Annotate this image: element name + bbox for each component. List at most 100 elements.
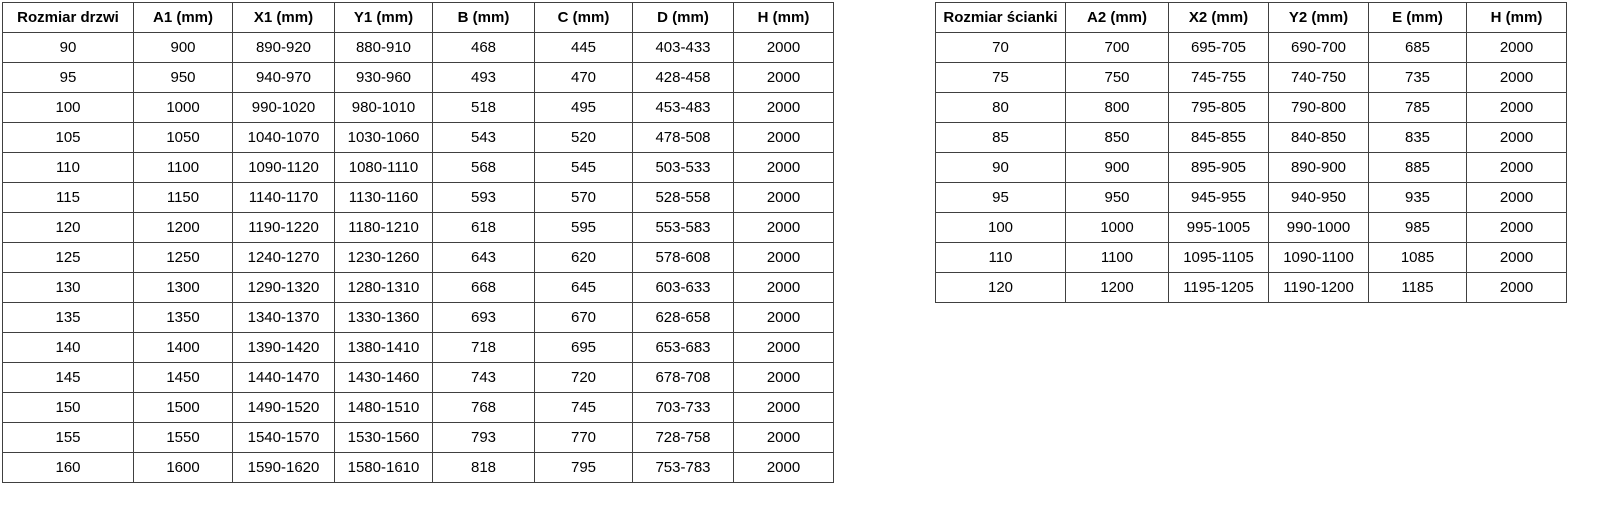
table-cell: 1250: [133, 242, 233, 273]
table-cell: 678-708: [632, 362, 734, 393]
table-cell: 120: [2, 212, 134, 243]
table-cell: 105: [2, 122, 134, 153]
table-cell: 1090-1100: [1268, 242, 1369, 273]
table-row: 85 850 845-855 840-850 835 2000: [935, 122, 1567, 153]
table-cell: 890-900: [1268, 152, 1369, 183]
table-cell: 690-700: [1268, 32, 1369, 63]
table-cell: 950: [1065, 182, 1169, 213]
table-cell: 850: [1065, 122, 1169, 153]
table-cell: 428-458: [632, 62, 734, 93]
table-cell: 628-658: [632, 302, 734, 333]
table-cell: 1180-1210: [334, 212, 433, 243]
table-cell: 790-800: [1268, 92, 1369, 123]
table-cell: 1580-1610: [334, 452, 433, 483]
table-row: 160 1600 1590-1620 1580-1610 818 795 753-783 20…: [2, 452, 834, 483]
table-cell: 668: [432, 272, 535, 303]
table-cell: 645: [534, 272, 633, 303]
table-cell: 1080-1110: [334, 152, 433, 183]
table-cell: 743: [432, 362, 535, 393]
table-cell: 570: [534, 182, 633, 213]
table-cell: 1050: [133, 122, 233, 153]
table-cell: 445: [534, 32, 633, 63]
table-cell: 1330-1360: [334, 302, 433, 333]
table-cell: 1430-1460: [334, 362, 433, 393]
table-cell: 2000: [733, 92, 834, 123]
table-cell: 1600: [133, 452, 233, 483]
table-cell: 945-955: [1168, 182, 1269, 213]
table-cell: 1000: [133, 92, 233, 123]
table-cell: 1200: [133, 212, 233, 243]
table-cell: 795-805: [1168, 92, 1269, 123]
table-cell: 553-583: [632, 212, 734, 243]
table-cell: 880-910: [334, 32, 433, 63]
table-row: 70 700 695-705 690-700 685 2000: [935, 32, 1567, 63]
wall-panel-size-table: Rozmiar ścianki A2 (mm) X2 (mm) Y2 (mm) E (m…: [935, 2, 1567, 303]
table-cell: 720: [534, 362, 633, 393]
table-cell: 2000: [733, 212, 834, 243]
table-cell: 750: [1065, 62, 1169, 93]
table-cell: 1195-1205: [1168, 272, 1269, 303]
table-cell: 453-483: [632, 92, 734, 123]
table-cell: 753-783: [632, 452, 734, 483]
column-header: E (mm): [1368, 2, 1467, 33]
header-row: Rozmiar drzwi A1 (mm) X1 (mm) Y1 (mm) B (mm)…: [2, 2, 834, 33]
table-cell: 503-533: [632, 152, 734, 183]
table-cell: 895-905: [1168, 152, 1269, 183]
table-cell: 840-850: [1268, 122, 1369, 153]
table-cell: 85: [935, 122, 1066, 153]
table-cell: 1590-1620: [232, 452, 335, 483]
table-cell: 520: [534, 122, 633, 153]
table-cell: 990-1000: [1268, 212, 1369, 243]
table-cell: 1140-1170: [232, 182, 335, 213]
table-cell: 95: [2, 62, 134, 93]
table-cell: 1190-1220: [232, 212, 335, 243]
table-cell: 1290-1320: [232, 272, 335, 303]
table-cell: 745-755: [1168, 62, 1269, 93]
table-cell: 2000: [733, 32, 834, 63]
table-cell: 2000: [733, 452, 834, 483]
table-cell: 890-920: [232, 32, 335, 63]
table-cell: 495: [534, 92, 633, 123]
table-row: 80 800 795-805 790-800 785 2000: [935, 92, 1567, 123]
table-cell: 70: [935, 32, 1066, 63]
column-header: Y2 (mm): [1268, 2, 1369, 33]
table-cell: 2000: [733, 122, 834, 153]
table-row: 120 1200 1190-1220 1180-1210 618 595 553-583 20…: [2, 212, 834, 243]
table-cell: 468: [432, 32, 535, 63]
table-row: 140 1400 1390-1420 1380-1410 718 695 653-683 20…: [2, 332, 834, 363]
table-row: 95 950 940-970 930-960 493 470 428-458 2000: [2, 62, 834, 93]
table-cell: 2000: [1466, 242, 1567, 273]
table-cell: 985: [1368, 212, 1467, 243]
table-cell: 818: [432, 452, 535, 483]
table-cell: 1030-1060: [334, 122, 433, 153]
table-cell: 940-950: [1268, 182, 1369, 213]
table-cell: 1090-1120: [232, 152, 335, 183]
table-cell: 685: [1368, 32, 1467, 63]
table-cell: 95: [935, 182, 1066, 213]
table-cell: 578-608: [632, 242, 734, 273]
table-cell: 1300: [133, 272, 233, 303]
table-cell: 1500: [133, 392, 233, 423]
table-cell: 1095-1105: [1168, 242, 1269, 273]
table-cell: 568: [432, 152, 535, 183]
table-cell: 2000: [733, 422, 834, 453]
table-cell: 1040-1070: [232, 122, 335, 153]
table-cell: 930-960: [334, 62, 433, 93]
table-cell: 145: [2, 362, 134, 393]
table-cell: 740-750: [1268, 62, 1369, 93]
table-cell: 2000: [733, 242, 834, 273]
table-row: 75 750 745-755 740-750 735 2000: [935, 62, 1567, 93]
table-cell: 1480-1510: [334, 392, 433, 423]
table-row: 115 1150 1140-1170 1130-1160 593 570 528-558 20…: [2, 182, 834, 213]
table-cell: 1000: [1065, 212, 1169, 243]
table-cell: 950: [133, 62, 233, 93]
table-cell: 1390-1420: [232, 332, 335, 363]
table-cell: 885: [1368, 152, 1467, 183]
table-row: 110 1100 1095-1105 1090-1100 1085 2000: [935, 242, 1567, 273]
table-cell: 130: [2, 272, 134, 303]
table-cell: 1550: [133, 422, 233, 453]
table-row: 155 1550 1540-1570 1530-1560 793 770 728-758 20…: [2, 422, 834, 453]
table-cell: 120: [935, 272, 1066, 303]
table-cell: 703-733: [632, 392, 734, 423]
table-cell: 620: [534, 242, 633, 273]
